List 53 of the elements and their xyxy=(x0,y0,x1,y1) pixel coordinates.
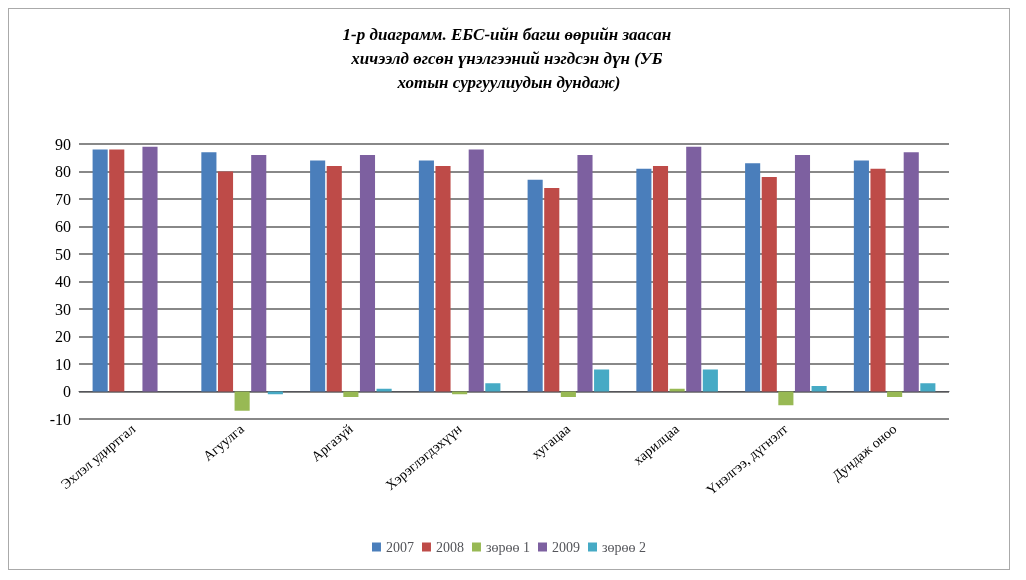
y-tick-label: 20 xyxy=(55,328,71,345)
bar xyxy=(343,391,359,397)
bar xyxy=(745,163,761,392)
chart-title: 1-р диаграмм. ЕБС-ийн багш өөрийн заасан хичээлд өгсөн үнэлгээний нэгдсэн дүн (УБ хотын сургуулиудын дундаж) xyxy=(342,24,676,92)
bar xyxy=(92,149,108,392)
y-tick-label: 90 xyxy=(55,135,71,153)
legend-label: 2009 xyxy=(552,539,580,555)
y-tick-label: 80 xyxy=(55,163,71,180)
bar xyxy=(761,177,777,392)
bar xyxy=(652,166,669,392)
bar xyxy=(109,149,125,392)
bar xyxy=(376,388,392,392)
legend-label: 2008 xyxy=(435,539,464,555)
bar xyxy=(577,155,593,392)
legend-label: 2007 xyxy=(385,539,414,555)
legend-label: зөрөө 1 xyxy=(485,539,530,555)
bar xyxy=(811,386,827,392)
bar xyxy=(702,369,718,392)
y-tick-label: -10 xyxy=(49,410,71,428)
bar xyxy=(435,166,451,392)
bar xyxy=(468,149,484,392)
y-tick-label: 40 xyxy=(55,273,71,290)
bar xyxy=(527,179,543,392)
y-tick-label: 70 xyxy=(55,190,71,208)
bar xyxy=(636,168,652,392)
bar xyxy=(887,391,903,397)
bar xyxy=(669,388,685,392)
legend-label: зөрөө 2 xyxy=(602,539,647,555)
bar xyxy=(560,391,576,397)
bar xyxy=(251,155,267,392)
bar xyxy=(544,188,560,392)
bar xyxy=(903,152,919,392)
y-tick-label: 30 xyxy=(55,300,71,318)
bar xyxy=(778,391,794,406)
y-tick-label: 60 xyxy=(55,218,71,235)
y-tick-label: 0 xyxy=(63,383,71,400)
bar xyxy=(418,160,434,392)
bar xyxy=(870,168,886,392)
bar xyxy=(310,160,326,392)
bar xyxy=(326,166,342,392)
bar xyxy=(594,369,610,392)
bar xyxy=(234,391,250,411)
bar xyxy=(853,160,869,392)
bar xyxy=(485,383,501,392)
bar xyxy=(217,171,234,392)
bar xyxy=(920,383,936,392)
bar xyxy=(794,155,811,392)
bar xyxy=(142,146,158,392)
y-tick-label: 50 xyxy=(55,245,71,263)
bar xyxy=(201,152,217,392)
bar xyxy=(359,155,376,392)
y-tick-label: 10 xyxy=(55,355,71,373)
bar xyxy=(686,146,702,392)
